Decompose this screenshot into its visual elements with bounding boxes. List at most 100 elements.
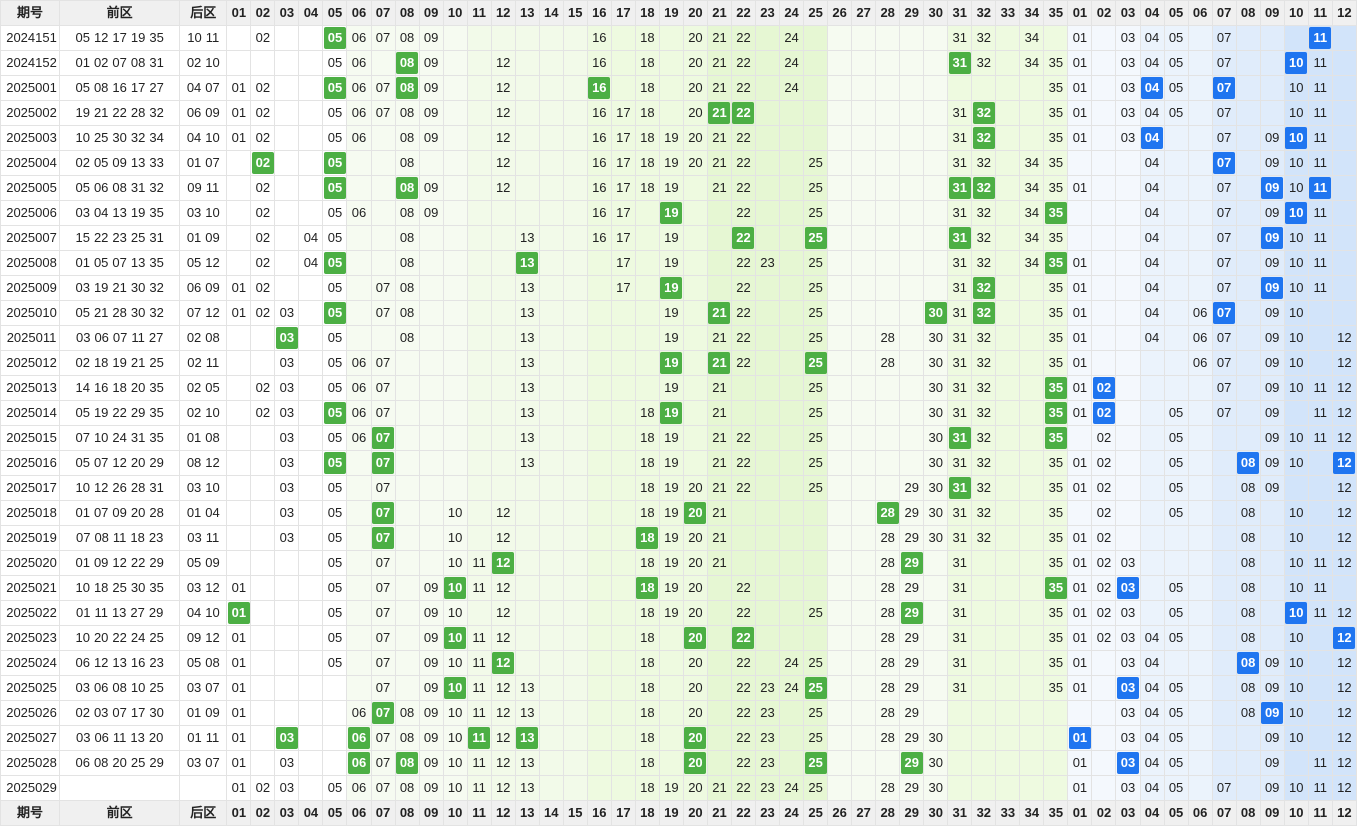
front-trend-cell: [538, 250, 564, 276]
front-trend-cell: [875, 450, 901, 476]
front-trend-value: 17: [616, 205, 631, 220]
front-trend-cell: 29: [899, 775, 925, 801]
back-draw-numbers: 09 12: [179, 625, 228, 651]
front-trend-value: 22: [736, 580, 751, 595]
front-drawn-number: 09: [93, 555, 109, 570]
header-front-25: 25: [803, 0, 829, 26]
back-drawn-number: 08: [205, 430, 220, 445]
back-trend-value: 03: [1120, 730, 1136, 745]
front-trend-cell: [995, 400, 1021, 426]
back-draw-numbers: 03 12: [179, 575, 228, 601]
front-trend-value: 17: [616, 280, 631, 295]
back-trend-cell: [1331, 300, 1357, 326]
front-trend-cell: 18: [634, 525, 660, 551]
back-trend-value: 09: [1264, 330, 1280, 345]
front-trend-cell: [995, 50, 1021, 76]
front-trend-value: 13: [519, 230, 535, 245]
front-zone-column-header[interactable]: 前区: [59, 0, 181, 26]
front-trend-cell: 07: [370, 600, 396, 626]
front-drawn-number: 27: [130, 605, 145, 620]
back-drawn-number: 01: [186, 505, 202, 520]
front-trend-cell: [971, 775, 997, 801]
back-trend-cell: 03: [1115, 100, 1141, 126]
back-trend-cell: 12: [1331, 350, 1357, 376]
back-trend-cell: 04: [1139, 700, 1165, 726]
front-trend-value: 28: [880, 655, 895, 670]
front-drawn-number: 06: [75, 755, 90, 770]
front-trend-cell: 02: [250, 25, 276, 51]
front-trend-cell: 03: [274, 500, 300, 526]
back-draw-numbers: 06 09: [179, 100, 228, 126]
back-trend-cell: 01: [1067, 325, 1093, 351]
header-front-32: 32: [971, 0, 997, 26]
front-trend-cell: 03: [274, 375, 300, 401]
front-trend-value: 29: [904, 730, 919, 745]
back-draw-numbers: 03 11: [179, 525, 228, 551]
front-trend-cell: [899, 200, 925, 226]
front-trend-value: 01: [231, 280, 247, 295]
front-trend-value: 21: [712, 155, 727, 170]
back-trend-value: 04: [1144, 630, 1160, 645]
front-trend-cell: 35: [1043, 100, 1069, 126]
front-trend-cell: 28: [875, 625, 901, 651]
front-hit-marker: 05: [323, 452, 346, 474]
front-trend-cell: [250, 750, 276, 776]
front-trend-value: 18: [640, 705, 655, 720]
front-trend-cell: [634, 325, 660, 351]
front-trend-cell: [682, 275, 708, 301]
front-trend-cell: [490, 225, 516, 251]
front-trend-cell: 18: [634, 75, 660, 101]
back-trend-cell: 10: [1283, 525, 1309, 551]
back-trend-cell: 01: [1067, 350, 1093, 376]
front-draw-numbers: 10 18 25 30 35: [59, 575, 181, 601]
back-trend-value: 10: [1288, 280, 1304, 295]
front-hit-marker: 21: [708, 302, 731, 324]
back-trend-cell: [1163, 125, 1189, 151]
back-trend-value: 08: [1240, 505, 1256, 520]
front-trend-cell: 09: [418, 650, 444, 676]
back-trend-cell: 07: [1211, 100, 1237, 126]
back-trend-cell: 02: [1091, 450, 1117, 476]
back-trend-cell: 01: [1067, 475, 1093, 501]
front-trend-cell: [514, 175, 540, 201]
front-trend-cell: 28: [875, 675, 901, 701]
back-trend-cell: 09: [1259, 775, 1285, 801]
issue-column-header[interactable]: 期号: [0, 0, 61, 26]
back-draw-numbers: 04 07: [179, 75, 228, 101]
back-trend-value: 07: [1216, 405, 1232, 420]
front-trend-cell: [803, 75, 829, 101]
back-trend-value: 11: [1313, 280, 1327, 295]
front-trend-cell: 07: [370, 475, 396, 501]
front-trend-cell: [442, 225, 468, 251]
front-trend-cell: [706, 600, 732, 626]
front-trend-cell: [610, 50, 636, 76]
front-trend-value: 31: [952, 130, 967, 145]
front-trend-cell: 08: [394, 100, 420, 126]
front-trend-cell: 17: [610, 250, 636, 276]
front-trend-cell: [754, 475, 781, 501]
back-trend-value: 09: [1264, 755, 1280, 770]
front-trend-cell: [971, 575, 997, 601]
front-trend-value: 28: [880, 730, 895, 745]
front-trend-value: 01: [231, 130, 247, 145]
front-trend-cell: [562, 625, 588, 651]
front-trend-cell: 08: [394, 50, 420, 76]
front-trend-cell: 05: [322, 175, 348, 201]
front-trend-cell: [995, 250, 1021, 276]
table-row: 2025001 05 08 16 17 27 04 07 01 02 05 06 07 08 09 12 16 1…: [0, 75, 1357, 101]
front-trend-value: 13: [519, 755, 535, 770]
front-trend-value: 03: [279, 355, 295, 370]
front-drawn-number: 21: [93, 105, 109, 120]
front-trend-cell: 32: [971, 250, 997, 276]
front-trend-value: 18: [640, 555, 655, 570]
header-front-29: 29: [899, 0, 925, 26]
front-trend-cell: [466, 25, 492, 51]
front-trend-value: 06: [351, 80, 367, 95]
front-trend-cell: [1043, 750, 1069, 776]
front-trend-cell: [562, 150, 588, 176]
front-draw-numbers: 10 25 30 32 34: [59, 125, 181, 151]
back-zone-column-header[interactable]: 后区: [179, 0, 228, 26]
back-trend-cell: [1163, 275, 1189, 301]
front-trend-cell: 18: [634, 25, 660, 51]
front-trend-value: 06: [351, 355, 367, 370]
